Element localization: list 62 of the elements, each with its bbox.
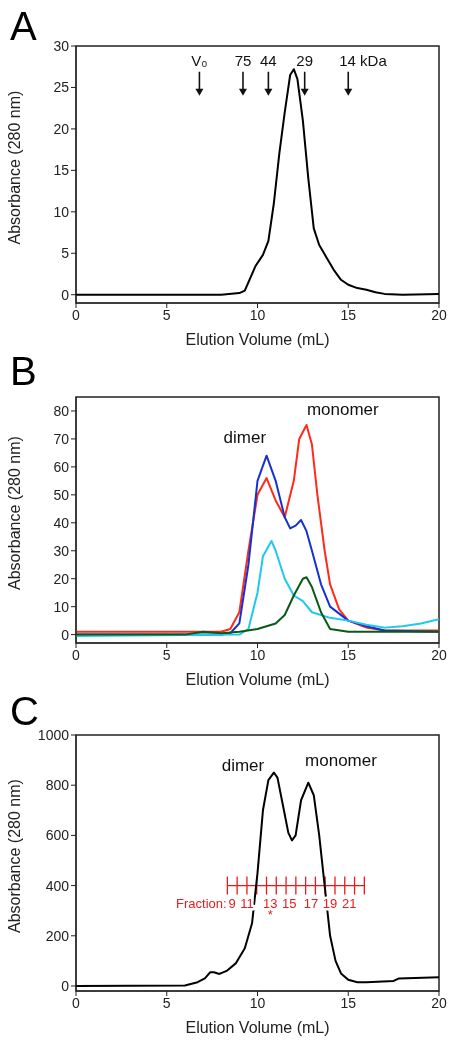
annotation: 17 [303,895,319,911]
y-tick-label: 15 [53,162,70,179]
y-tick-label: 30 [53,542,70,559]
x-tick-label: 20 [431,646,447,663]
annotation: 75 [234,51,252,69]
annotation: 11 [240,895,254,911]
y-axis-title: Absorbance (280 nm) [5,436,23,590]
x-tick-label: 0 [72,306,81,323]
y-tick-label: 70 [53,430,70,447]
y-tick-label: 1000 [37,726,70,743]
x-tick-label: 10 [249,306,266,323]
y-axis-title: Absorbance (280 nm) [5,90,23,245]
chart-title: B [10,349,37,393]
chart-title: C [10,689,39,733]
y-tick-label: 30 [53,37,70,54]
annotation: 9 [228,895,236,911]
y-tick-label: 25 [53,79,70,96]
x-tick-label: 10 [249,994,266,1011]
annotation: monomer [306,400,380,420]
y-tick-label: 200 [45,927,70,944]
y-tick-label: 800 [45,777,70,794]
annotation: 13 [262,895,278,911]
x-tick-label: 20 [431,306,447,323]
y-tick-label: 10 [53,203,70,220]
y-axis-title: Absorbance (280 nm) [5,779,23,933]
x-axis-title: Elution Volume (mL) [185,331,330,348]
x-tick-label: 15 [340,646,357,663]
annotation: 29 [296,51,314,69]
y-tick-label: 10 [53,598,70,615]
x-axis-title: Elution Volume (mL) [185,671,330,688]
annotation: 15 [282,895,297,911]
y-tick-label: 0 [61,626,70,643]
y-tick-label: 0 [61,977,70,994]
x-tick-label: 0 [72,994,81,1011]
x-tick-label: 5 [162,306,171,323]
y-tick-label: 20 [53,570,70,587]
annotation: Fraction: [176,895,227,911]
y-tick-label: 600 [45,827,70,844]
x-tick-label: 15 [340,306,357,323]
x-axis-title: Elution Volume (mL) [185,1019,330,1036]
y-tick-label: 80 [53,402,70,419]
y-tick-label: 5 [61,245,70,262]
x-tick-label: 0 [72,646,81,663]
annotation: 44 [260,51,277,69]
x-tick-label: 20 [431,994,447,1011]
y-tick-label: 400 [45,877,70,894]
annotation: V₀ [191,51,208,69]
x-tick-label: 5 [162,994,171,1011]
annotation: dimer [221,755,265,775]
y-tick-label: 60 [53,458,70,475]
annotation: 21 [341,895,357,911]
x-tick-label: 5 [162,646,171,663]
y-tick-label: 0 [61,286,70,303]
annotation: monomer [305,750,378,770]
annotation: 14 kDa [339,51,388,69]
annotation: dimer [223,428,267,448]
x-tick-label: 15 [340,994,357,1011]
chart-title: A [10,4,37,48]
y-tick-label: 20 [53,120,70,137]
y-tick-label: 50 [53,486,70,503]
y-tick-label: 40 [53,514,70,531]
x-tick-label: 10 [249,646,266,663]
